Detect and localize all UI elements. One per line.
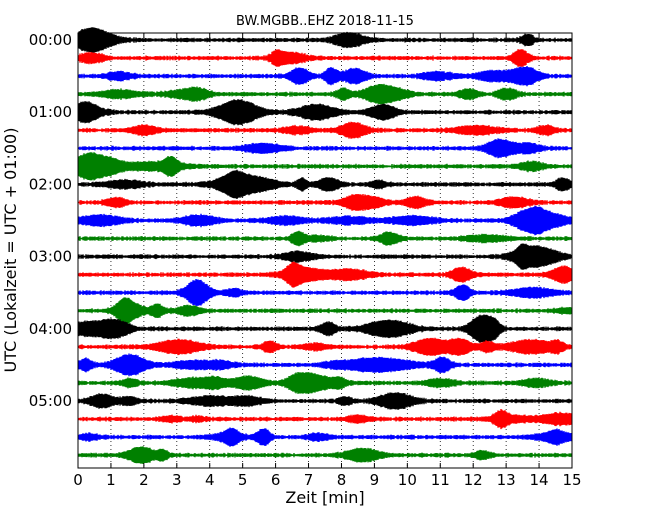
x-tick-label: 12 — [464, 471, 483, 489]
trace-0345 — [78, 297, 572, 325]
trace-0000 — [78, 27, 572, 53]
chart-title: BW.MGBB..EHZ 2018-11-15 — [236, 14, 414, 29]
trace-0300 — [78, 243, 572, 270]
y-tick-label: 03:00 — [29, 248, 72, 266]
x-tick-label: 2 — [139, 471, 149, 489]
y-tick-label: 02:00 — [29, 175, 72, 193]
trace-0245 — [78, 230, 572, 247]
trace-0215 — [78, 194, 572, 211]
trace-0100 — [78, 99, 572, 126]
x-tick-label: 10 — [398, 471, 417, 489]
x-tick-label: 13 — [497, 471, 516, 489]
x-tick-label: 5 — [238, 471, 248, 489]
x-tick-label: 8 — [337, 471, 347, 489]
trace-0530 — [78, 427, 572, 447]
x-tick-label: 0 — [73, 471, 83, 489]
x-tick-label: 1 — [106, 471, 116, 489]
trace-0145 — [78, 152, 572, 181]
trace-0200 — [78, 169, 572, 199]
plot-frame — [77, 32, 573, 469]
trace-0045 — [78, 83, 572, 105]
trace-0115 — [78, 121, 572, 139]
trace-0130 — [78, 138, 572, 159]
seismic-traces — [78, 27, 572, 464]
x-tick-label: 7 — [304, 471, 314, 489]
y-tick-label: 05:00 — [29, 392, 72, 410]
x-tick-label: 14 — [530, 471, 549, 489]
trace-0315 — [78, 261, 572, 288]
x-tick-label: 11 — [431, 471, 450, 489]
y-axis-label: UTC (Lokalzeit = UTC + 01:00) — [1, 128, 20, 373]
x-tick-label: 9 — [370, 471, 380, 489]
trace-0445 — [78, 372, 572, 394]
trace-0230 — [78, 205, 572, 236]
trace-0015 — [78, 49, 572, 67]
trace-0030 — [78, 66, 572, 87]
x-tick-label: 6 — [271, 471, 281, 489]
trace-0515 — [78, 409, 572, 430]
trace-0415 — [78, 337, 572, 356]
x-axis-label: Zeit [min] — [285, 488, 364, 507]
trace-0430 — [78, 353, 572, 377]
y-tick-label: 01:00 — [29, 103, 72, 121]
trace-0545 — [78, 446, 572, 464]
trace-0330 — [78, 279, 572, 307]
trace-0500 — [78, 392, 572, 410]
x-tick-label: 15 — [562, 471, 581, 489]
x-axis-ticks: 0 1 2 3 4 5 6 7 8 9 10 11 12 13 14 15 — [73, 33, 582, 489]
y-axis-ticks: 00:00 01:00 02:00 03:00 04:00 05:00 — [29, 31, 572, 410]
trace-0400 — [78, 314, 572, 344]
y-tick-label: 04:00 — [29, 320, 72, 338]
x-tick-label: 3 — [172, 471, 182, 489]
x-tick-label: 4 — [205, 471, 215, 489]
y-tick-label: 00:00 — [29, 31, 72, 49]
